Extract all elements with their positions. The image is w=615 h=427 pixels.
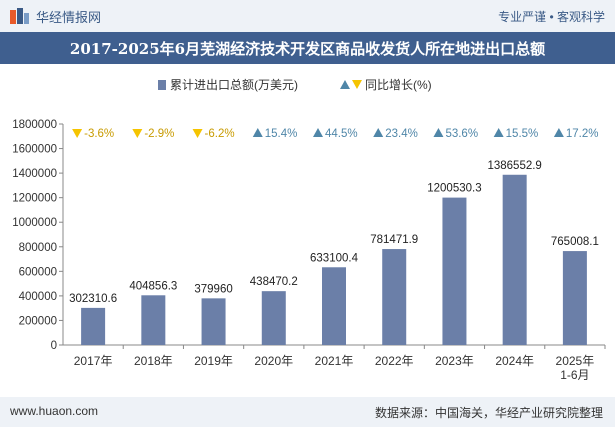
y-tick-label: 400000 [19, 291, 57, 303]
brand-name: 华经情报网 [36, 10, 102, 25]
x-tick-label: 2018年 [134, 354, 173, 368]
footer-source: 数据来源：中国海关，华经产业研究院整理 [374, 406, 603, 420]
legend-bar-swatch-icon [158, 80, 166, 90]
x-tick-label-line: 2023年 [435, 354, 474, 368]
top-header-bar: 华经情报网 专业严谨 • 客观科学 [0, 0, 615, 32]
yoy-up-triangle-icon [252, 128, 263, 137]
x-tick-label: 2021年 [315, 354, 354, 368]
x-tick-label: 2017年 [74, 354, 113, 368]
x-tick-label: 2020年 [254, 354, 293, 368]
x-tick-label-line: 2020年 [254, 354, 293, 368]
y-tick-label: 600000 [19, 266, 57, 278]
footer-url: www.huaon.com [10, 404, 99, 418]
x-tick-label-line: 2017年 [74, 354, 113, 368]
x-tick-label-line: 1-6月 [560, 368, 589, 382]
yoy-up-triangle-icon [553, 128, 564, 137]
yoy-up-triangle-icon [433, 128, 444, 137]
yoy-label: 15.4% [265, 128, 298, 140]
legend-item-yoy: 同比增长(%) [340, 76, 432, 93]
huajing-logo-icon [10, 8, 29, 24]
yoy-label: 53.6% [445, 128, 478, 140]
x-tick-label: 2019年 [194, 354, 233, 368]
bar-value-label: 633100.4 [310, 252, 359, 264]
legend-label-total: 累计进出口总额(万美元) [170, 78, 298, 92]
bar-value-label: 404856.3 [129, 280, 177, 292]
bar-chart: 0 200000 400000 600000 800000 1000000 1200000 1… [12, 119, 606, 382]
bar-value-label: 438470.2 [250, 276, 298, 288]
legend-item-total: 累计进出口总额(万美元) [158, 76, 298, 93]
bar-total [201, 298, 226, 345]
x-tick-label-line: 2021年 [315, 354, 354, 368]
bar-total [322, 267, 346, 345]
x-tick-label-line: 2025年 [556, 354, 595, 368]
yoy-down-triangle-icon [192, 129, 203, 138]
bar-value-label: 1386552.9 [487, 160, 541, 172]
y-tick-label: 1800000 [12, 119, 57, 131]
x-tick-label: 2024年 [495, 354, 534, 368]
footer-bar: www.huaon.com 数据来源：中国海关，华经产业研究院整理 [0, 397, 615, 427]
yoy-label: 15.5% [506, 128, 539, 140]
bar-total [442, 197, 467, 345]
yoy-up-triangle-icon [313, 128, 323, 137]
title-bar: 2017-2025年6月芜湖经济技术开发区商品收发货人所在地进出口总额 [0, 32, 615, 64]
x-tick-label: 2023年 [435, 354, 474, 368]
yoy-label: -2.9% [144, 128, 174, 140]
bar-total [141, 295, 166, 345]
y-tick-label: 1200000 [12, 193, 57, 205]
yoy-label: 17.2% [566, 128, 599, 140]
yoy-label: 44.5% [325, 128, 358, 140]
bar-total [562, 251, 587, 345]
bar-total [81, 307, 106, 345]
bar-value-label: 765008.1 [551, 236, 599, 248]
bar-total [382, 249, 407, 345]
y-tick-label: 1000000 [12, 217, 57, 229]
chart-title: 2017-2025年6月芜湖经济技术开发区商品收发货人所在地进出口总额 [69, 40, 546, 58]
y-tick-label: 800000 [19, 242, 57, 254]
y-tick-label: 200000 [19, 315, 57, 327]
bar-value-label: 1200530.3 [427, 183, 481, 195]
legend-up-triangle-icon [340, 80, 350, 89]
bar-value-label: 379960 [194, 283, 232, 295]
x-tick-label: 2025年 1-6月 [556, 354, 595, 382]
chart-legend: 累计进出口总额(万美元) 同比增长(%) [150, 76, 510, 92]
bar-total [502, 174, 527, 345]
legend-down-triangle-icon [352, 80, 362, 89]
x-tick-label-line: 2024年 [495, 354, 534, 368]
x-tick-label-line: 2018年 [134, 354, 173, 368]
brand-tagline: 专业严谨 • 客观科学 [498, 10, 605, 24]
yoy-down-triangle-icon [132, 129, 143, 138]
y-tick-label: 1400000 [12, 168, 57, 180]
yoy-up-triangle-icon [373, 128, 384, 137]
yoy-label: 23.4% [385, 128, 418, 140]
bar-value-label: 781471.9 [370, 234, 418, 246]
yoy-down-triangle-icon [72, 129, 83, 138]
x-tick-label-line: 2022年 [375, 354, 414, 368]
yoy-label: -6.2% [205, 128, 235, 140]
yoy-up-triangle-icon [493, 128, 504, 137]
y-tick-label: 0 [51, 340, 57, 352]
bar-total [261, 291, 286, 345]
x-tick-label: 2022年 [375, 354, 414, 368]
yoy-label: -3.6% [84, 128, 114, 140]
bar-value-label: 302310.6 [69, 293, 117, 305]
y-tick-label: 1600000 [12, 144, 57, 156]
x-tick-label-line: 2019年 [194, 354, 233, 368]
legend-label-yoy: 同比增长(%) [365, 78, 432, 92]
